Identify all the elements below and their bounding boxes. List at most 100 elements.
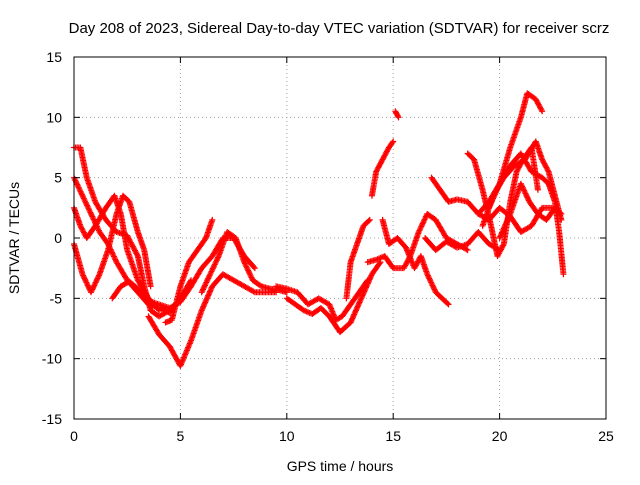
data-point xyxy=(206,272,213,279)
data-point xyxy=(424,271,431,278)
data-point xyxy=(366,216,373,223)
data-point xyxy=(75,184,82,191)
data-point xyxy=(251,265,258,272)
data-point xyxy=(418,223,425,230)
series-arc-3 xyxy=(71,192,163,314)
data-point xyxy=(89,215,96,222)
x-tick-label: 15 xyxy=(385,428,401,444)
data-point xyxy=(243,263,250,270)
data-point xyxy=(83,201,90,208)
series-arc-17 xyxy=(422,228,503,254)
data-point xyxy=(522,190,529,197)
data-point xyxy=(78,189,85,196)
data-point xyxy=(207,269,214,276)
data-point xyxy=(534,186,541,193)
data-point xyxy=(424,272,431,279)
data-point xyxy=(82,278,89,285)
y-tick-label: 0 xyxy=(54,230,62,246)
x-tick-label: 10 xyxy=(279,428,295,444)
data-point xyxy=(521,187,528,194)
data-point xyxy=(84,202,91,209)
series-arc-4 xyxy=(71,192,154,296)
data-point xyxy=(210,264,217,271)
data-point xyxy=(109,250,116,257)
data-point xyxy=(89,285,96,292)
data-point xyxy=(89,213,96,220)
x-axis-label: GPS time / hours xyxy=(287,458,394,474)
data-point xyxy=(429,282,436,289)
data-point xyxy=(79,192,86,199)
data-point xyxy=(544,167,551,174)
data-point xyxy=(110,252,117,259)
data-point xyxy=(95,226,102,233)
data-point xyxy=(82,276,89,283)
data-point xyxy=(200,285,207,292)
data-point xyxy=(199,287,206,294)
data-point xyxy=(417,226,424,233)
data-point xyxy=(89,286,96,293)
data-point xyxy=(209,216,216,223)
data-point xyxy=(243,264,250,271)
data-point xyxy=(242,261,249,268)
data-point xyxy=(247,271,254,278)
data-point xyxy=(205,273,212,280)
data-point xyxy=(71,176,78,183)
data-point xyxy=(211,262,218,269)
data-point xyxy=(241,260,248,267)
y-tick-label: 15 xyxy=(46,49,62,65)
data-point xyxy=(417,224,424,231)
data-point xyxy=(521,189,528,196)
data-point xyxy=(80,272,87,279)
data-point xyxy=(421,216,428,223)
y-tick-label: 10 xyxy=(46,109,62,125)
data-point xyxy=(95,272,102,279)
data-point xyxy=(558,210,565,217)
series-arc-13 xyxy=(392,108,402,121)
data-point xyxy=(81,196,88,203)
data-point xyxy=(389,139,396,146)
data-point xyxy=(428,280,435,287)
data-point xyxy=(201,282,208,289)
series-arc-21 xyxy=(485,150,567,278)
data-point xyxy=(428,279,435,286)
data-point xyxy=(88,287,95,294)
data-point xyxy=(215,254,222,261)
data-point xyxy=(209,265,216,272)
data-point xyxy=(78,191,85,198)
data-point xyxy=(91,282,98,289)
data-point xyxy=(557,209,564,216)
data-point xyxy=(85,283,92,290)
data-point xyxy=(94,275,101,282)
data-point xyxy=(88,289,95,296)
series-arc-15 xyxy=(379,216,452,308)
data-point xyxy=(93,278,100,285)
data-point xyxy=(203,278,210,285)
data-point xyxy=(73,180,80,187)
data-point xyxy=(430,283,437,290)
tick-layer: 0 5 10 15 20 25 -15 -10 -5 0 5 10 15 xyxy=(42,49,614,444)
data-point xyxy=(88,210,95,217)
x-tick-label: 0 xyxy=(70,428,78,444)
data-point xyxy=(445,301,452,308)
data-point xyxy=(500,242,507,249)
data-point xyxy=(79,271,86,278)
data-point xyxy=(213,257,220,264)
data-point xyxy=(72,177,79,184)
data-point xyxy=(205,275,212,282)
data-point xyxy=(84,203,91,210)
y-tick-label: -15 xyxy=(42,411,62,427)
data-point xyxy=(111,254,118,261)
data-point xyxy=(85,205,92,212)
data-point xyxy=(420,219,427,226)
data-point xyxy=(538,106,545,113)
data-point xyxy=(248,274,255,281)
y-axis-label: SDTVAR / TECUs xyxy=(6,182,22,294)
data-point xyxy=(203,279,210,286)
data-point xyxy=(204,276,211,283)
data-point xyxy=(518,182,525,189)
data-point xyxy=(76,185,83,192)
data-point xyxy=(88,212,95,219)
data-point xyxy=(155,306,162,313)
